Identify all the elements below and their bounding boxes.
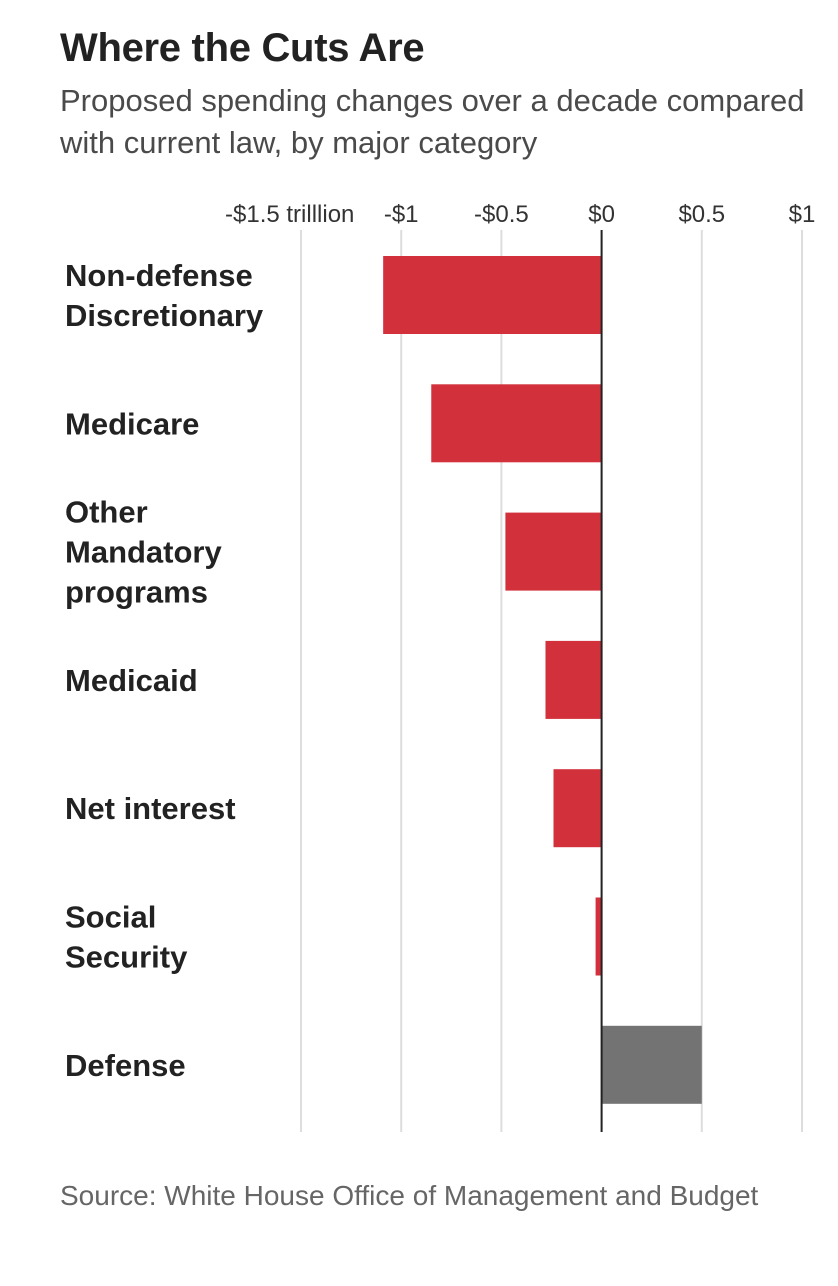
x-tick-label: -$1.5 trilllion <box>225 201 354 228</box>
gridlines <box>300 230 803 1132</box>
category-label: Other Mandatory programs <box>65 495 223 610</box>
x-tick-label: $0.5 <box>678 201 725 228</box>
chart-subtitle: Proposed spending changes over a decade … <box>60 83 805 160</box>
category-label: Net interest <box>65 791 236 826</box>
category-label: Non-defense Discretionary <box>65 258 264 333</box>
category-label-line: Non-defense <box>65 258 253 293</box>
chart-title: Where the Cuts Are <box>60 26 425 70</box>
x-tick-label: -$1 <box>384 201 419 228</box>
bar <box>431 384 602 463</box>
category-label-line: Defense <box>65 1048 186 1083</box>
x-tick-label: -$0.5 <box>474 201 529 228</box>
category-label-line: Mandatory <box>65 535 223 570</box>
x-tick-label: $1 <box>789 201 816 228</box>
category-labels: Non-defense Discretionary Medicare Other Man… <box>65 258 264 1083</box>
bars <box>383 256 702 1104</box>
source-note: Source: White House Office of Management… <box>60 1180 759 1211</box>
category-label: Defense <box>65 1048 186 1083</box>
category-label: Medicare <box>65 406 199 441</box>
category-label: Medicaid <box>65 663 198 698</box>
bar <box>505 512 602 591</box>
category-label-line: Social <box>65 900 156 935</box>
category-label-line: Security <box>65 940 188 975</box>
category-label-line: programs <box>65 575 208 610</box>
category-label-line: Medicaid <box>65 663 198 698</box>
category-label: Social Security <box>65 900 188 975</box>
category-label-line: Discretionary <box>65 298 264 333</box>
bar <box>383 256 602 334</box>
category-label-line: Net interest <box>65 791 236 826</box>
bar <box>553 769 602 848</box>
category-label-line: Medicare <box>65 406 199 441</box>
bar-chart: -$1.5 trilllion -$1 -$0.5 $0 $0.5 $1 Non-defe… <box>65 201 815 1132</box>
category-label-line: Other <box>65 495 148 530</box>
x-tick-label: $0 <box>588 201 615 228</box>
bar <box>601 1025 702 1104</box>
bar <box>595 897 602 976</box>
bar <box>545 640 602 719</box>
x-axis-ticks: -$1.5 trilllion -$1 -$0.5 $0 $0.5 $1 <box>225 201 815 228</box>
